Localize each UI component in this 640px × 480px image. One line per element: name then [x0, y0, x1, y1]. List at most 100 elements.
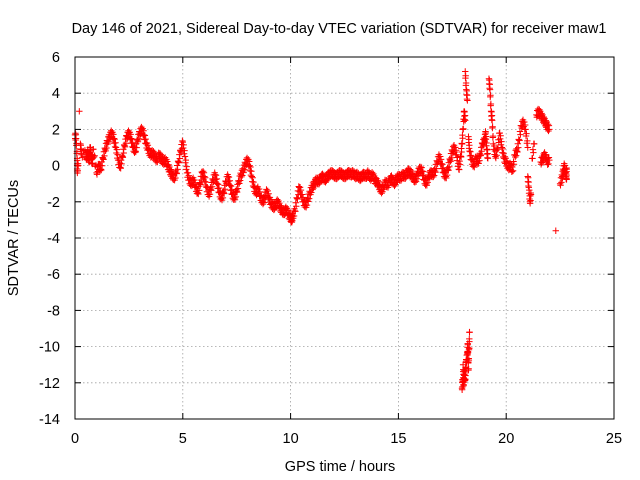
data-point — [202, 174, 209, 182]
data-point — [542, 151, 550, 158]
chart-title: Day 146 of 2021, Sidereal Day-to-day VTE… — [72, 21, 607, 37]
data-point — [423, 182, 431, 189]
data-point — [225, 173, 233, 181]
data-point — [118, 160, 125, 168]
data-point — [167, 166, 174, 173]
data-point — [526, 186, 533, 194]
data-point — [482, 133, 490, 140]
data-point — [199, 168, 207, 175]
data-point — [419, 168, 427, 175]
data-point — [443, 174, 450, 182]
data-point — [308, 189, 315, 196]
data-point — [177, 149, 185, 156]
data-point — [232, 193, 240, 201]
data-point — [516, 137, 523, 144]
data-point — [90, 146, 97, 153]
data-point — [530, 149, 537, 156]
data-point — [184, 169, 192, 176]
data-point — [135, 135, 143, 143]
data-point — [477, 152, 484, 159]
data-point — [260, 199, 268, 206]
data-point — [542, 117, 550, 124]
data-point — [303, 201, 311, 209]
data-point — [558, 179, 565, 186]
data-point — [150, 148, 157, 155]
data-point — [259, 200, 267, 208]
data-point — [114, 151, 121, 158]
data-point — [299, 191, 306, 198]
data-point — [452, 144, 459, 151]
y-tick-label: -2 — [47, 195, 60, 211]
data-point — [176, 155, 183, 162]
data-point — [234, 185, 242, 192]
data-point — [465, 136, 473, 143]
data-point — [466, 344, 473, 352]
data-point — [483, 139, 490, 147]
data-point — [489, 123, 496, 130]
data-point — [563, 166, 570, 173]
data-point — [459, 383, 466, 391]
y-tick-labels: -14 -12 -10 -8 -6 -4 -2 0 2 4 6 — [39, 50, 60, 428]
data-point — [180, 141, 187, 149]
data-point — [413, 175, 421, 182]
data-point — [459, 140, 466, 148]
data-point — [175, 159, 183, 167]
data-point — [220, 190, 228, 197]
data-point — [498, 138, 505, 145]
data-point — [241, 166, 248, 173]
data-point — [195, 190, 202, 198]
data-point — [111, 135, 118, 143]
data-point — [439, 161, 446, 168]
data-point — [487, 100, 495, 108]
data-point — [100, 156, 107, 163]
data-point — [181, 153, 189, 160]
data-point — [448, 154, 455, 161]
data-point — [183, 163, 190, 170]
data-point — [240, 169, 247, 176]
data-point — [497, 132, 504, 140]
data-point — [90, 153, 98, 161]
data-point — [208, 187, 215, 194]
data-point — [132, 148, 139, 156]
data-point — [101, 152, 108, 160]
data-point — [496, 129, 503, 137]
data-point — [296, 184, 304, 191]
data-point — [462, 79, 470, 87]
data-point — [93, 171, 101, 178]
data-point — [509, 167, 517, 174]
data-point — [462, 72, 469, 79]
data-point — [493, 152, 500, 159]
data-point — [103, 144, 110, 152]
data-point — [466, 338, 473, 345]
data-point — [492, 154, 500, 162]
data-point — [197, 181, 204, 188]
data-point — [487, 92, 494, 99]
data-point — [464, 97, 471, 104]
data-point — [182, 156, 190, 164]
y-tick-label: -10 — [39, 340, 60, 356]
data-point — [391, 182, 398, 190]
data-point — [460, 375, 468, 382]
x-tick-label: 20 — [498, 431, 514, 447]
data-point — [122, 140, 130, 147]
data-point — [544, 161, 551, 168]
data-point — [236, 177, 244, 184]
data-point — [236, 180, 243, 187]
data-point — [305, 195, 313, 202]
data-point — [529, 155, 536, 162]
data-point — [546, 126, 553, 133]
data-point — [141, 132, 149, 139]
data-point — [461, 368, 469, 376]
data-point — [374, 177, 381, 184]
data-point — [544, 121, 552, 128]
data-point — [173, 170, 180, 177]
data-point — [476, 157, 483, 164]
data-points — [71, 68, 570, 393]
data-point — [552, 227, 559, 234]
data-point — [134, 138, 142, 146]
data-point — [206, 191, 214, 198]
data-point — [563, 172, 570, 180]
data-point — [527, 191, 535, 198]
axis-ticks — [74, 56, 615, 420]
data-point — [179, 138, 186, 146]
